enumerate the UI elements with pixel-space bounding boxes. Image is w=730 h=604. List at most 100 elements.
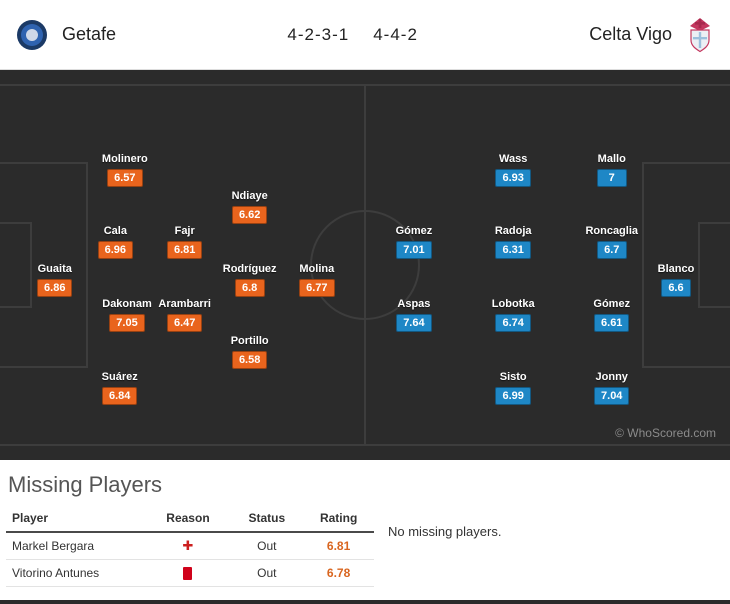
player-name: Gómez — [395, 224, 433, 237]
player-name: Jonny — [595, 370, 628, 383]
player-name: Mallo — [597, 152, 626, 165]
player-name: Molinero — [101, 152, 148, 165]
goal-area-right — [698, 222, 730, 308]
player-rating-badge: 6.47 — [166, 313, 203, 332]
missing-players-section: Missing Players Player Reason Status Rat… — [0, 460, 730, 600]
player-name: Suárez — [101, 370, 138, 383]
missing-player-rating: 6.81 — [303, 532, 374, 560]
player-name: Sisto — [499, 370, 527, 383]
player-name: Gómez — [593, 297, 631, 310]
column-header-status: Status — [230, 508, 304, 533]
player-rating-badge: 7.64 — [396, 313, 432, 332]
player-away[interactable]: Gómez 7.01 — [366, 225, 462, 259]
player-name: Dakonam — [102, 297, 152, 310]
home-team-name[interactable]: Getafe — [62, 24, 117, 44]
match-header: Getafe 4-2-3-1 4-4-2 Celta Vigo — [0, 0, 730, 70]
missing-table-header-row: Player Reason Status Rating — [6, 508, 374, 533]
player-rating-badge: 7 — [596, 168, 627, 187]
player-rating-badge: 6.84 — [102, 386, 138, 405]
player-rating-badge: 6.7 — [596, 240, 627, 259]
player-home[interactable]: Fajr 6.81 — [137, 225, 233, 259]
column-header-player: Player — [6, 508, 146, 533]
player-rating-badge: 6.74 — [495, 313, 531, 332]
player-rating-badge: 6.81 — [166, 240, 203, 259]
player-rating-badge: 7.05 — [109, 313, 145, 332]
player-home[interactable]: Cala 6.96 — [67, 225, 163, 259]
missing-player-name[interactable]: Vitorino Antunes — [6, 559, 146, 588]
injury-icon: ✚ — [182, 538, 194, 553]
player-name: Blanco — [657, 262, 695, 275]
player-away[interactable]: Blanco 6.6 — [628, 263, 724, 297]
goal-area-left — [0, 222, 32, 308]
player-home[interactable]: Molina 6.77 — [269, 263, 365, 297]
player-name: Roncaglia — [585, 224, 639, 237]
player-home[interactable]: Guaita 6.86 — [7, 263, 103, 297]
player-away[interactable]: Jonny 7.04 — [564, 371, 660, 405]
home-team-logo[interactable] — [16, 19, 48, 51]
player-name: Fajr — [174, 224, 195, 237]
player-home[interactable]: Arambarri 6.47 — [137, 298, 233, 332]
away-team-name[interactable]: Celta Vigo — [589, 24, 672, 44]
red-card-icon — [183, 567, 193, 581]
player-name: Lobotka — [491, 297, 535, 310]
away-missing-message: No missing players. — [388, 524, 502, 539]
player-rating-badge: 6.62 — [231, 205, 268, 224]
away-team-logo[interactable] — [686, 17, 714, 53]
column-header-rating: Rating — [303, 508, 374, 533]
player-home[interactable]: Dakonam 7.05 — [79, 298, 175, 332]
player-away[interactable]: Aspas 7.64 — [366, 298, 462, 332]
player-away[interactable]: Wass 6.93 — [465, 153, 561, 187]
player-home[interactable]: Suárez 6.84 — [72, 371, 168, 405]
player-away[interactable]: Gómez 6.61 — [564, 298, 660, 332]
getafe-crest-icon — [17, 19, 47, 50]
player-rating-badge: 7.01 — [396, 240, 432, 259]
player-name: Radoja — [494, 224, 532, 237]
away-formation: 4-4-2 — [373, 24, 418, 44]
player-home[interactable]: Molinero 6.57 — [77, 153, 173, 187]
player-rating-badge: 6.61 — [594, 313, 630, 332]
player-name: Portillo — [230, 334, 269, 347]
player-away[interactable]: Roncaglia 6.7 — [564, 225, 660, 259]
player-name: Arambarri — [158, 297, 211, 310]
missing-players-table: Player Reason Status Rating Markel Berga… — [6, 508, 374, 588]
player-name: Guaita — [37, 262, 72, 275]
formations: 4-2-3-1 4-4-2 — [116, 25, 589, 45]
player-home[interactable]: Rodríguez 6.8 — [202, 263, 298, 297]
player-name: Aspas — [397, 297, 431, 310]
home-formation: 4-2-3-1 — [287, 24, 350, 44]
player-away[interactable]: Mallo 7 — [564, 153, 660, 187]
player-rating-badge: 6.57 — [107, 168, 143, 187]
missing-player-rating: 6.78 — [303, 559, 374, 588]
player-rating-badge: 6.6 — [660, 278, 691, 297]
player-rating-badge: 6.93 — [495, 168, 531, 187]
penalty-area-right — [642, 162, 730, 368]
player-away[interactable]: Lobotka 6.74 — [465, 298, 561, 332]
missing-player-row: Vitorino Antunes Out 6.78 — [6, 559, 374, 588]
player-rating-badge: 6.86 — [37, 278, 73, 297]
player-rating-badge: 6.58 — [231, 350, 268, 369]
player-name: Molina — [299, 262, 335, 275]
celta-vigo-crest-icon — [690, 17, 710, 52]
pitch: © WhoScored.com Guaita 6.86 Molinero 6.57 Ca… — [0, 70, 730, 460]
player-rating-badge: 6.96 — [97, 240, 134, 259]
player-rating-badge: 7.04 — [594, 386, 630, 405]
player-away[interactable]: Radoja 6.31 — [465, 225, 561, 259]
player-name: Cala — [103, 224, 127, 237]
missing-player-reason — [145, 559, 231, 588]
missing-player-row: Markel Bergara ✚ Out 6.81 — [6, 532, 374, 560]
missing-player-status: Out — [230, 532, 304, 560]
player-home[interactable]: Portillo 6.58 — [202, 335, 298, 369]
player-away[interactable]: Sisto 6.99 — [465, 371, 561, 405]
missing-players-title: Missing Players — [8, 472, 163, 497]
penalty-area-left — [0, 162, 88, 368]
player-name: Wass — [499, 152, 528, 165]
missing-player-status: Out — [230, 559, 304, 588]
missing-table-body: Markel Bergara ✚ Out 6.81 Vitorino Antunes Ou… — [6, 532, 374, 588]
player-rating-badge: 6.77 — [299, 278, 335, 297]
missing-player-name[interactable]: Markel Bergara — [6, 532, 146, 560]
bottom-divider — [0, 600, 730, 604]
player-rating-badge: 6.8 — [234, 278, 265, 297]
player-home[interactable]: Ndiaye 6.62 — [202, 190, 298, 224]
player-name: Rodríguez — [222, 262, 277, 275]
player-rating-badge: 6.99 — [495, 386, 531, 405]
